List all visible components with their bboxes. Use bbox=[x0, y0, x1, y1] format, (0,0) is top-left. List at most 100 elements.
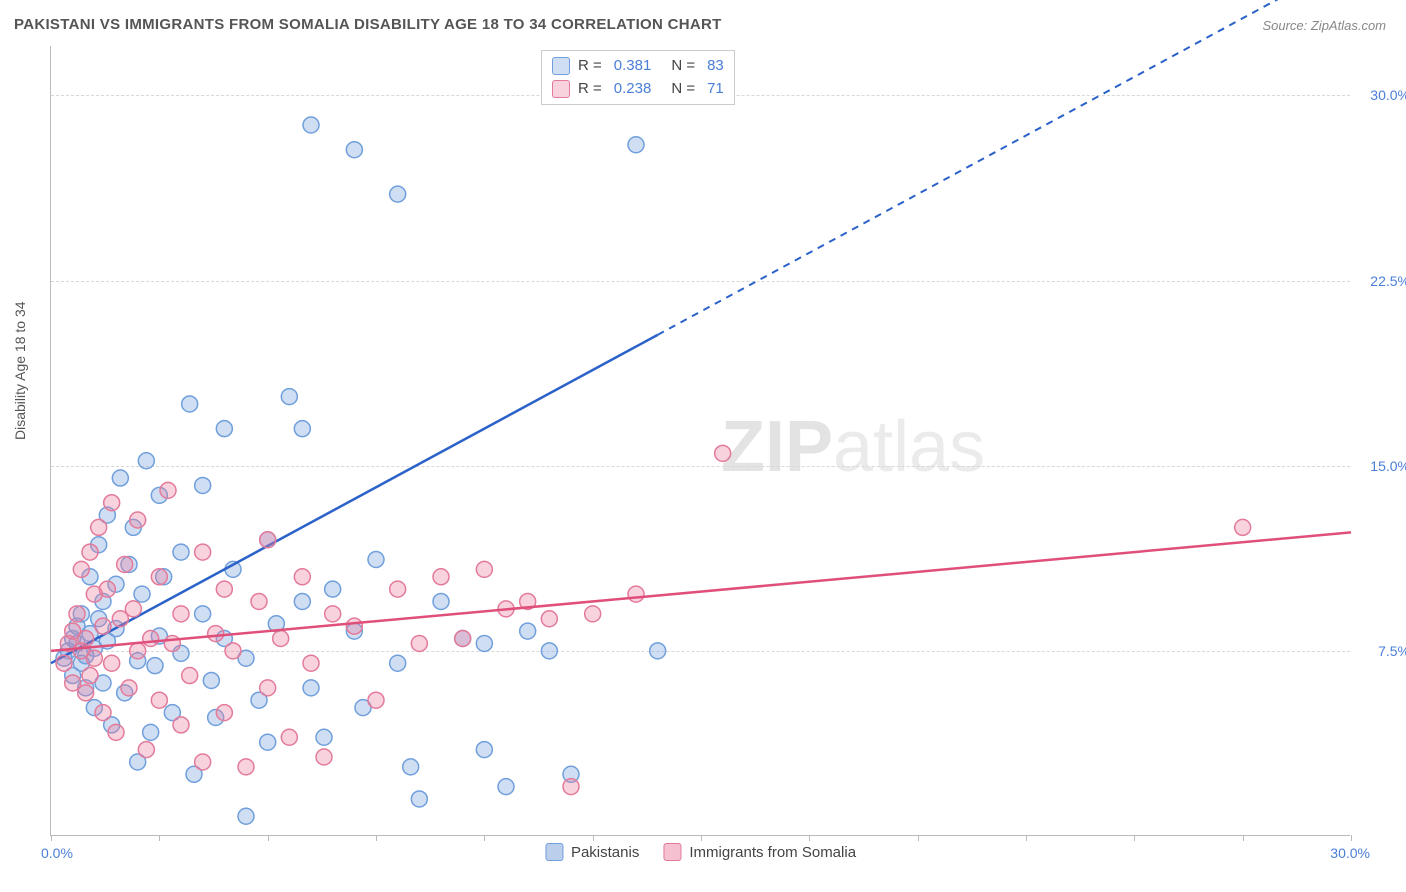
series-legend-item: Pakistanis bbox=[545, 843, 639, 861]
scatter-point bbox=[173, 606, 189, 622]
x-tick bbox=[484, 835, 485, 841]
scatter-point bbox=[151, 569, 167, 585]
scatter-point bbox=[95, 618, 111, 634]
scatter-point bbox=[498, 779, 514, 795]
scatter-point bbox=[173, 544, 189, 560]
scatter-point bbox=[195, 477, 211, 493]
scatter-point bbox=[251, 593, 267, 609]
scatter-point bbox=[138, 453, 154, 469]
scatter-point bbox=[125, 601, 141, 617]
scatter-point bbox=[95, 705, 111, 721]
scatter-point bbox=[86, 650, 102, 666]
scatter-point bbox=[82, 668, 98, 684]
scatter-point bbox=[411, 635, 427, 651]
scatter-point bbox=[182, 668, 198, 684]
x-tick bbox=[1026, 835, 1027, 841]
scatter-point bbox=[433, 569, 449, 585]
scatter-point bbox=[147, 658, 163, 674]
scatter-point bbox=[121, 680, 137, 696]
scatter-point bbox=[195, 544, 211, 560]
scatter-point bbox=[294, 421, 310, 437]
scatter-point bbox=[325, 581, 341, 597]
scatter-point bbox=[303, 117, 319, 133]
scatter-point bbox=[104, 655, 120, 671]
series-legend: Pakistanis Immigrants from Somalia bbox=[545, 843, 856, 861]
legend-n-label: N = bbox=[671, 78, 695, 101]
legend-swatch bbox=[663, 843, 681, 861]
scatter-point bbox=[112, 470, 128, 486]
scatter-point bbox=[104, 495, 120, 511]
scatter-point bbox=[164, 635, 180, 651]
scatter-point bbox=[216, 581, 232, 597]
series-legend-label: Pakistanis bbox=[571, 844, 639, 861]
scatter-point bbox=[216, 421, 232, 437]
scatter-point bbox=[294, 593, 310, 609]
scatter-point bbox=[390, 581, 406, 597]
chart-title: PAKISTANI VS IMMIGRANTS FROM SOMALIA DIS… bbox=[14, 16, 722, 33]
scatter-point bbox=[403, 759, 419, 775]
scatter-point bbox=[346, 142, 362, 158]
scatter-point bbox=[455, 631, 471, 647]
scatter-point bbox=[225, 643, 241, 659]
scatter-point bbox=[73, 561, 89, 577]
scatter-point bbox=[346, 618, 362, 634]
source-label: Source: ZipAtlas.com bbox=[1262, 18, 1386, 33]
legend-r-value: 0.238 bbox=[614, 78, 652, 101]
scatter-point bbox=[238, 808, 254, 824]
scatter-point bbox=[69, 606, 85, 622]
scatter-point bbox=[143, 631, 159, 647]
scatter-point bbox=[99, 581, 115, 597]
x-tick bbox=[1134, 835, 1135, 841]
scatter-point bbox=[303, 655, 319, 671]
correlation-legend-row: R = 0.381N = 83 bbox=[552, 55, 724, 78]
x-tick bbox=[51, 835, 52, 841]
scatter-point bbox=[208, 626, 224, 642]
scatter-point bbox=[143, 724, 159, 740]
scatter-point bbox=[585, 606, 601, 622]
scatter-point bbox=[195, 606, 211, 622]
scatter-point bbox=[182, 396, 198, 412]
scatter-point bbox=[650, 643, 666, 659]
legend-swatch bbox=[545, 843, 563, 861]
legend-n-label: N = bbox=[671, 55, 695, 78]
y-tick-label: 15.0% bbox=[1370, 458, 1406, 474]
x-axis-min-label: 0.0% bbox=[41, 845, 73, 861]
scatter-point bbox=[78, 631, 94, 647]
y-tick-label: 7.5% bbox=[1378, 643, 1406, 659]
x-tick bbox=[918, 835, 919, 841]
legend-r-value: 0.381 bbox=[614, 55, 652, 78]
scatter-point bbox=[82, 544, 98, 560]
y-tick-label: 22.5% bbox=[1370, 273, 1406, 289]
scatter-point bbox=[476, 635, 492, 651]
scatter-point bbox=[628, 586, 644, 602]
scatter-point bbox=[563, 779, 579, 795]
legend-n-value: 83 bbox=[707, 55, 724, 78]
scatter-point bbox=[390, 186, 406, 202]
x-tick bbox=[701, 835, 702, 841]
x-axis-max-label: 30.0% bbox=[1330, 845, 1370, 861]
correlation-legend: R = 0.381N = 83R = 0.238N = 71 bbox=[541, 50, 735, 105]
chart-plot-area: ZIPatlas 7.5%15.0%22.5%30.0% R = 0.381N … bbox=[50, 46, 1350, 836]
x-tick bbox=[159, 835, 160, 841]
scatter-point bbox=[1235, 519, 1251, 535]
scatter-point bbox=[108, 724, 124, 740]
x-tick bbox=[268, 835, 269, 841]
legend-r-label: R = bbox=[578, 78, 602, 101]
scatter-point bbox=[173, 717, 189, 733]
scatter-point bbox=[433, 593, 449, 609]
series-legend-item: Immigrants from Somalia bbox=[663, 843, 856, 861]
scatter-point bbox=[476, 561, 492, 577]
scatter-point bbox=[316, 729, 332, 745]
scatter-point bbox=[216, 705, 232, 721]
scatter-point bbox=[628, 137, 644, 153]
legend-swatch bbox=[552, 57, 570, 75]
x-tick bbox=[376, 835, 377, 841]
scatter-point bbox=[476, 742, 492, 758]
scatter-point bbox=[368, 552, 384, 568]
scatter-point bbox=[203, 672, 219, 688]
scatter-point bbox=[325, 606, 341, 622]
scatter-point bbox=[368, 692, 384, 708]
scatter-point bbox=[316, 749, 332, 765]
regression-line bbox=[51, 335, 658, 663]
scatter-point bbox=[138, 742, 154, 758]
